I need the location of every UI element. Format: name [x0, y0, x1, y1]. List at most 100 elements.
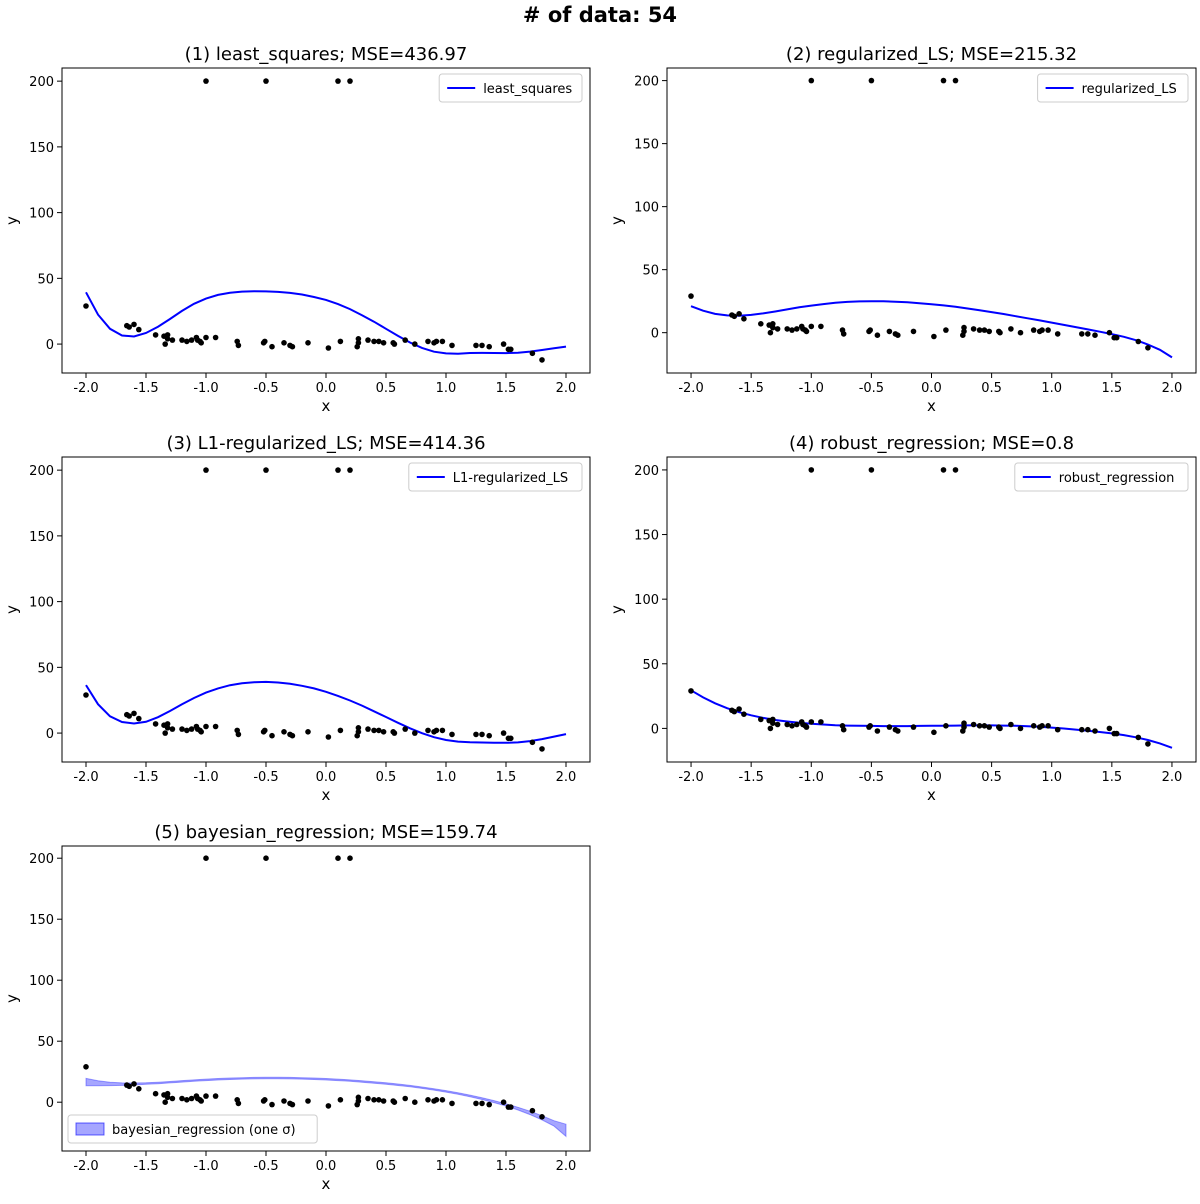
- data-point: [479, 342, 485, 349]
- y-tick-label: 150: [29, 530, 54, 545]
- x-tick-label: 2.0: [556, 770, 577, 785]
- subplot-title: (3) L1-regularized_LS; MSE=414.36: [166, 433, 485, 454]
- x-tick-label: 0.5: [376, 1159, 397, 1174]
- data-point: [425, 727, 431, 734]
- subplot-title: (2) regularized_LS; MSE=215.32: [786, 44, 1077, 65]
- y-tick-label: 150: [29, 141, 54, 156]
- data-point: [152, 332, 159, 338]
- data-point: [269, 1101, 275, 1108]
- data-point: [412, 1099, 418, 1105]
- data-point: [289, 343, 296, 350]
- data-point: [784, 326, 790, 332]
- data-point: [1030, 723, 1037, 729]
- sigma-band: [85, 1076, 567, 1138]
- x-tick-label: 0.5: [376, 770, 397, 785]
- data-point: [347, 467, 353, 473]
- data-point: [688, 293, 694, 299]
- data-point: [365, 337, 371, 343]
- data-point: [347, 855, 353, 861]
- data-point: [433, 727, 440, 734]
- data-point: [162, 1099, 168, 1105]
- subplot-title: (5) bayesian_regression; MSE=159.74: [154, 822, 497, 843]
- data-point: [198, 729, 204, 735]
- data-point: [412, 730, 418, 736]
- data-point: [1085, 726, 1091, 733]
- data-point: [1135, 734, 1142, 741]
- data-point: [169, 1095, 176, 1102]
- data-point: [1017, 725, 1024, 732]
- data-point: [376, 1097, 382, 1103]
- data-point: [335, 855, 341, 861]
- y-tick-label: 100: [29, 974, 54, 989]
- data-point: [789, 723, 795, 729]
- axes-frame: [666, 456, 1197, 763]
- data-point: [169, 337, 176, 343]
- data-point: [235, 1100, 242, 1107]
- x-tick-label: 2.0: [1162, 381, 1183, 396]
- data-point: [289, 1101, 296, 1108]
- x-tick-label: -1.5: [738, 770, 763, 785]
- data-point: [808, 719, 815, 725]
- plot-area: [83, 855, 567, 1138]
- data-point: [1085, 331, 1091, 337]
- y-tick-label: 50: [642, 658, 659, 673]
- subplot-2: (2) regularized_LS; MSE=215.32 -2.0 -1.5 -1…: [608, 44, 1197, 415]
- data-point: [281, 1098, 287, 1104]
- subplot-3: (3) L1-regularized_LS; MSE=414.36 -2.0 -1.…: [3, 433, 591, 804]
- plot-area: [83, 78, 567, 363]
- data-point: [1039, 723, 1045, 729]
- data-point: [867, 327, 873, 333]
- data-point: [179, 337, 185, 343]
- y-tick-label: 100: [29, 207, 54, 222]
- data-point: [235, 731, 242, 738]
- data-point: [337, 727, 344, 734]
- data-point: [325, 345, 332, 351]
- data-point: [758, 716, 764, 723]
- data-point: [840, 726, 847, 733]
- data-point: [874, 332, 881, 339]
- x-tick-label: -2.0: [678, 770, 703, 785]
- x-tick-label: -2.0: [678, 381, 703, 396]
- data-point: [269, 343, 275, 350]
- legend-box: [67, 1114, 318, 1144]
- data-point: [1113, 730, 1120, 737]
- data-point: [731, 708, 738, 715]
- x-tick-label: 1.5: [496, 1159, 517, 1174]
- data-point: [736, 311, 742, 317]
- data-point: [500, 341, 507, 347]
- y-tick-label: 50: [37, 272, 54, 287]
- y-tick-label: 100: [634, 593, 659, 608]
- data-point: [235, 342, 242, 349]
- data-point: [136, 326, 142, 333]
- data-point: [767, 329, 774, 336]
- data-point: [952, 467, 959, 473]
- data-point: [347, 78, 353, 84]
- data-point: [770, 324, 776, 331]
- data-point: [1135, 338, 1142, 345]
- fit-line: [690, 300, 1173, 359]
- data-point: [184, 338, 190, 345]
- data-point: [136, 715, 142, 722]
- data-point: [1008, 721, 1014, 728]
- legend-label: L1-regularized_LS: [453, 471, 568, 486]
- data-point: [391, 730, 398, 736]
- data-point: [305, 729, 311, 735]
- data-point: [263, 467, 269, 473]
- legend-box: [408, 462, 583, 492]
- y-tick-label: 100: [634, 201, 659, 216]
- x-tick-label: 1.5: [1101, 770, 1122, 785]
- x-tick-label: 0.0: [316, 770, 337, 785]
- data-point: [203, 723, 209, 730]
- data-point: [262, 1097, 268, 1103]
- data-point: [961, 720, 967, 726]
- data-point: [1054, 726, 1061, 733]
- x-tick-label: -1.0: [193, 1159, 218, 1174]
- data-point: [970, 326, 977, 332]
- data-point: [212, 334, 219, 341]
- data-point: [376, 338, 382, 345]
- data-point: [976, 327, 983, 333]
- data-point: [355, 1098, 362, 1104]
- data-point: [539, 1114, 545, 1120]
- axes-frame: [61, 456, 591, 763]
- data-point: [402, 726, 409, 732]
